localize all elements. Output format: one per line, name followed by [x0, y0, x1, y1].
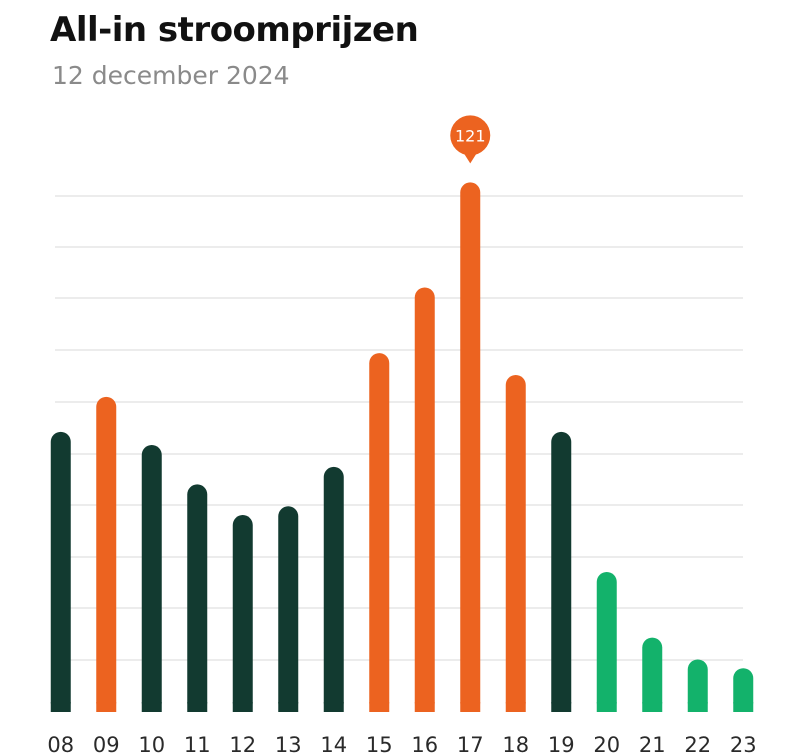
x-tick-label: 16	[411, 733, 438, 755]
x-tick-label: 10	[138, 733, 165, 755]
bar-base-16	[414, 702, 435, 712]
bar-base-14	[323, 702, 344, 712]
x-tick-label: 22	[684, 733, 711, 755]
bar-base-09	[96, 702, 117, 712]
x-tick-label: 11	[184, 733, 211, 755]
bar-base-11	[187, 702, 208, 712]
bar-15	[369, 353, 390, 712]
bar-23	[733, 668, 754, 712]
callout-bubble	[450, 115, 491, 156]
bar-09	[96, 396, 117, 712]
bar-base-17	[460, 702, 481, 712]
bar-base-23	[733, 702, 754, 712]
bar-20	[596, 571, 617, 712]
x-tick-label: 14	[320, 733, 347, 755]
bar-base-08	[50, 702, 71, 712]
x-tick-label: 23	[730, 733, 757, 755]
bar-21	[642, 637, 663, 712]
x-tick-label: 13	[275, 733, 302, 755]
x-tick-label: 15	[366, 733, 393, 755]
gridlines	[55, 195, 743, 661]
bar-19	[551, 431, 572, 712]
bar-base-10	[141, 702, 162, 712]
bar-11	[187, 484, 208, 712]
bar-base-22	[687, 702, 708, 712]
callout-value-label: 121	[455, 126, 486, 145]
chart-title: All-in stroomprijzen	[50, 10, 419, 50]
bar-base-18	[505, 702, 526, 712]
bar-12	[232, 515, 253, 712]
bar-base-13	[278, 702, 299, 712]
x-tick-label: 12	[229, 733, 256, 755]
bar-base-19	[551, 702, 572, 712]
bar-14	[323, 466, 344, 712]
bar-17	[460, 182, 481, 712]
x-tick-label: 20	[593, 733, 620, 755]
x-axis-ticks: 08 09 10 11 12 13 14 15 16 17 18 19 20 21 22 23	[47, 733, 756, 755]
bar-08	[50, 431, 71, 712]
peak-callout: 121	[450, 115, 491, 164]
bar-base-15	[369, 702, 390, 712]
bar-base-20	[596, 702, 617, 712]
bar-10	[141, 445, 162, 712]
bar-13	[278, 506, 299, 712]
bar-base-21	[642, 702, 663, 712]
x-tick-label: 09	[93, 733, 120, 755]
x-tick-label: 08	[47, 733, 74, 755]
x-tick-label: 17	[457, 733, 484, 755]
bar-18	[505, 374, 526, 712]
bar-base-12	[232, 702, 253, 712]
x-tick-label: 19	[548, 733, 575, 755]
bars-group	[50, 182, 754, 712]
chart-subtitle: 12 december 2024	[52, 61, 290, 90]
bar-16	[414, 287, 435, 712]
bar-22	[687, 659, 708, 712]
x-tick-label: 18	[502, 733, 529, 755]
callout-pointer	[463, 152, 478, 164]
x-tick-label: 21	[639, 733, 666, 755]
